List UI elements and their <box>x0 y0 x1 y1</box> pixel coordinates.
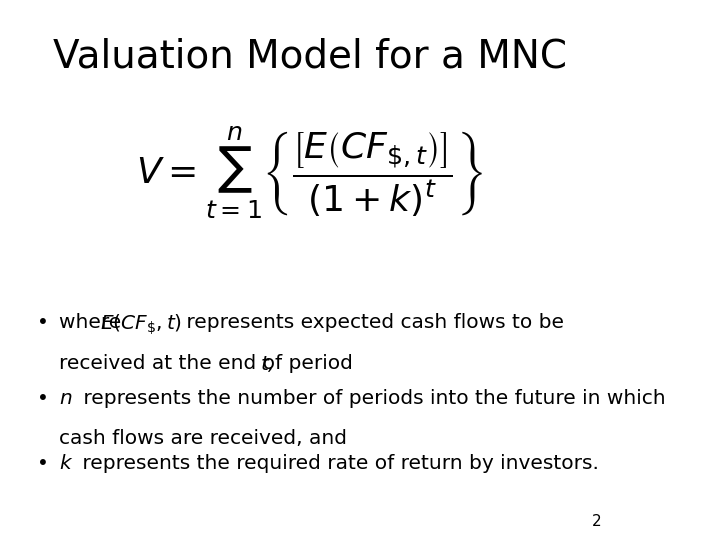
Text: •: • <box>37 313 49 332</box>
Text: 2: 2 <box>591 514 601 529</box>
Text: $t$,: $t$, <box>260 354 274 374</box>
Text: $E(CF_{\$},t)$: $E(CF_{\$},t)$ <box>100 313 182 338</box>
Text: received at the end of period: received at the end of period <box>59 354 359 373</box>
Text: •: • <box>37 389 49 408</box>
Text: where: where <box>59 313 127 332</box>
Text: $k$: $k$ <box>59 454 73 472</box>
Text: represents the number of periods into the future in which: represents the number of periods into th… <box>78 389 666 408</box>
Text: $V = \sum_{t=1}^{n} \left\{ \dfrac{\left[E\left(CF_{\$,t}\right)\right]}{\left(1: $V = \sum_{t=1}^{n} \left\{ \dfrac{\left… <box>136 124 483 221</box>
Text: represents the required rate of return by investors.: represents the required rate of return b… <box>76 454 598 472</box>
Text: Valuation Model for a MNC: Valuation Model for a MNC <box>53 38 567 76</box>
Text: cash flows are received, and: cash flows are received, and <box>59 429 347 448</box>
Text: $n$: $n$ <box>59 389 72 408</box>
Text: •: • <box>37 454 49 472</box>
Text: represents expected cash flows to be: represents expected cash flows to be <box>180 313 564 332</box>
